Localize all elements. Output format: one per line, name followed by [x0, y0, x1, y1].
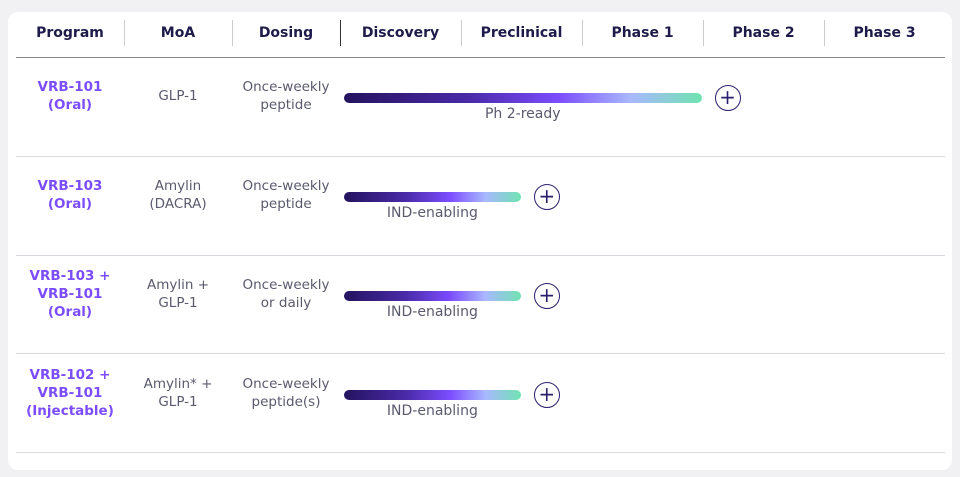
expand-button[interactable]: + — [533, 282, 560, 309]
column-header: Phase 1 — [611, 25, 674, 41]
progress-bar — [344, 192, 521, 203]
progress-bar — [344, 389, 521, 400]
column-separator — [232, 20, 233, 46]
column-header: Preclinical — [480, 25, 563, 41]
column-separator — [703, 20, 704, 46]
stage-label: Ph 2-ready — [484, 106, 561, 123]
program-name: VRB-101 (Oral) — [37, 79, 103, 114]
column-separator — [582, 20, 583, 46]
header-rule — [16, 57, 945, 58]
dosing: Once-weekly peptide — [242, 79, 330, 114]
dosing: Once-weekly or daily — [242, 276, 330, 311]
column-header: Discovery — [361, 25, 440, 41]
moa: Amylin (DACRA) — [149, 178, 207, 213]
column-separator — [824, 20, 825, 46]
column-separator — [340, 20, 341, 46]
expand-button[interactable]: + — [533, 381, 560, 408]
moa: GLP-1 — [158, 88, 198, 105]
column-header: Dosing — [258, 25, 314, 41]
row-separator — [16, 452, 945, 453]
moa: Amylin + GLP-1 — [146, 276, 210, 311]
stage-label: IND-enabling — [386, 303, 478, 320]
stage-label: IND-enabling — [386, 402, 478, 419]
column-header: MoA — [160, 25, 196, 41]
column-header: Program — [36, 25, 104, 41]
column-header: Phase 2 — [732, 25, 795, 41]
program-name: VRB-102 + VRB-101 (Injectable) — [26, 366, 114, 419]
row-separator — [16, 155, 945, 157]
dosing: Once-weekly peptide — [242, 178, 330, 213]
column-separator — [124, 20, 125, 46]
progress-bar — [344, 93, 702, 104]
column-header: Phase 3 — [853, 25, 916, 41]
program-name: VRB-103 (Oral) — [37, 178, 103, 213]
row-separator — [16, 254, 945, 256]
dosing: Once-weekly peptide(s) — [242, 375, 330, 410]
progress-bar — [344, 290, 521, 301]
stage-label: IND-enabling — [386, 205, 478, 222]
column-separator — [461, 20, 462, 46]
row-separator — [16, 353, 945, 355]
expand-button[interactable]: + — [533, 184, 560, 211]
expand-button[interactable]: + — [714, 85, 741, 112]
moa: Amylin* + GLP-1 — [143, 375, 213, 410]
program-name: VRB-103 + VRB-101 (Oral) — [29, 267, 111, 320]
